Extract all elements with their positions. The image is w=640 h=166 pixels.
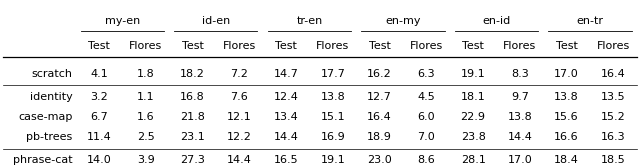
Text: Test: Test: [369, 42, 390, 51]
Text: 23.1: 23.1: [180, 132, 205, 142]
Text: 16.2: 16.2: [367, 69, 392, 79]
Text: 14.4: 14.4: [273, 132, 298, 142]
Text: phrase-cat: phrase-cat: [13, 155, 72, 165]
Text: Test: Test: [182, 42, 204, 51]
Text: 13.8: 13.8: [554, 92, 579, 102]
Text: 15.2: 15.2: [601, 112, 626, 122]
Text: 16.3: 16.3: [601, 132, 626, 142]
Text: 14.4: 14.4: [508, 132, 532, 142]
Text: 16.4: 16.4: [601, 69, 626, 79]
Text: 8.3: 8.3: [511, 69, 529, 79]
Text: Flores: Flores: [316, 42, 349, 51]
Text: 12.2: 12.2: [227, 132, 252, 142]
Text: Test: Test: [556, 42, 577, 51]
Text: 3.2: 3.2: [90, 92, 108, 102]
Text: 12.7: 12.7: [367, 92, 392, 102]
Text: 4.5: 4.5: [417, 92, 435, 102]
Text: Flores: Flores: [129, 42, 163, 51]
Text: 7.2: 7.2: [230, 69, 248, 79]
Text: 21.8: 21.8: [180, 112, 205, 122]
Text: 17.0: 17.0: [554, 69, 579, 79]
Text: 23.0: 23.0: [367, 155, 392, 165]
Text: 6.3: 6.3: [417, 69, 435, 79]
Text: 18.5: 18.5: [601, 155, 626, 165]
Text: 12.1: 12.1: [227, 112, 252, 122]
Text: Flores: Flores: [223, 42, 256, 51]
Text: 1.8: 1.8: [137, 69, 154, 79]
Text: 6.0: 6.0: [417, 112, 435, 122]
Text: 19.1: 19.1: [321, 155, 345, 165]
Text: my-en: my-en: [105, 16, 140, 26]
Text: 16.8: 16.8: [180, 92, 205, 102]
Text: 16.5: 16.5: [274, 155, 298, 165]
Text: 16.9: 16.9: [321, 132, 345, 142]
Text: 27.3: 27.3: [180, 155, 205, 165]
Text: 14.4: 14.4: [227, 155, 252, 165]
Text: 11.4: 11.4: [86, 132, 111, 142]
Text: id-en: id-en: [202, 16, 230, 26]
Text: Flores: Flores: [410, 42, 443, 51]
Text: 22.9: 22.9: [461, 112, 486, 122]
Text: tr-en: tr-en: [296, 16, 323, 26]
Text: 13.4: 13.4: [274, 112, 298, 122]
Text: 13.8: 13.8: [321, 92, 345, 102]
Text: 8.6: 8.6: [417, 155, 435, 165]
Text: 3.9: 3.9: [137, 155, 154, 165]
Text: Flores: Flores: [596, 42, 630, 51]
Text: 13.8: 13.8: [508, 112, 532, 122]
Text: 18.9: 18.9: [367, 132, 392, 142]
Text: en-id: en-id: [483, 16, 511, 26]
Text: Test: Test: [462, 42, 484, 51]
Text: 4.1: 4.1: [90, 69, 108, 79]
Text: scratch: scratch: [31, 69, 72, 79]
Text: 18.1: 18.1: [461, 92, 486, 102]
Text: 14.0: 14.0: [86, 155, 111, 165]
Text: 9.7: 9.7: [511, 92, 529, 102]
Text: 7.0: 7.0: [417, 132, 435, 142]
Text: pb-trees: pb-trees: [26, 132, 72, 142]
Text: 12.4: 12.4: [273, 92, 298, 102]
Text: 15.6: 15.6: [554, 112, 579, 122]
Text: Flores: Flores: [503, 42, 536, 51]
Text: 18.4: 18.4: [554, 155, 579, 165]
Text: case-map: case-map: [18, 112, 72, 122]
Text: en-tr: en-tr: [577, 16, 604, 26]
Text: 13.5: 13.5: [601, 92, 626, 102]
Text: identity: identity: [29, 92, 72, 102]
Text: 23.8: 23.8: [461, 132, 486, 142]
Text: 18.2: 18.2: [180, 69, 205, 79]
Text: 17.0: 17.0: [508, 155, 532, 165]
Text: 16.4: 16.4: [367, 112, 392, 122]
Text: Test: Test: [275, 42, 297, 51]
Text: 1.1: 1.1: [137, 92, 154, 102]
Text: 19.1: 19.1: [461, 69, 486, 79]
Text: 17.7: 17.7: [321, 69, 345, 79]
Text: 2.5: 2.5: [137, 132, 154, 142]
Text: 16.6: 16.6: [554, 132, 579, 142]
Text: 14.7: 14.7: [273, 69, 298, 79]
Text: Test: Test: [88, 42, 110, 51]
Text: 7.6: 7.6: [230, 92, 248, 102]
Text: 1.6: 1.6: [137, 112, 154, 122]
Text: en-my: en-my: [385, 16, 420, 26]
Text: 28.1: 28.1: [461, 155, 486, 165]
Text: 15.1: 15.1: [321, 112, 345, 122]
Text: 6.7: 6.7: [90, 112, 108, 122]
